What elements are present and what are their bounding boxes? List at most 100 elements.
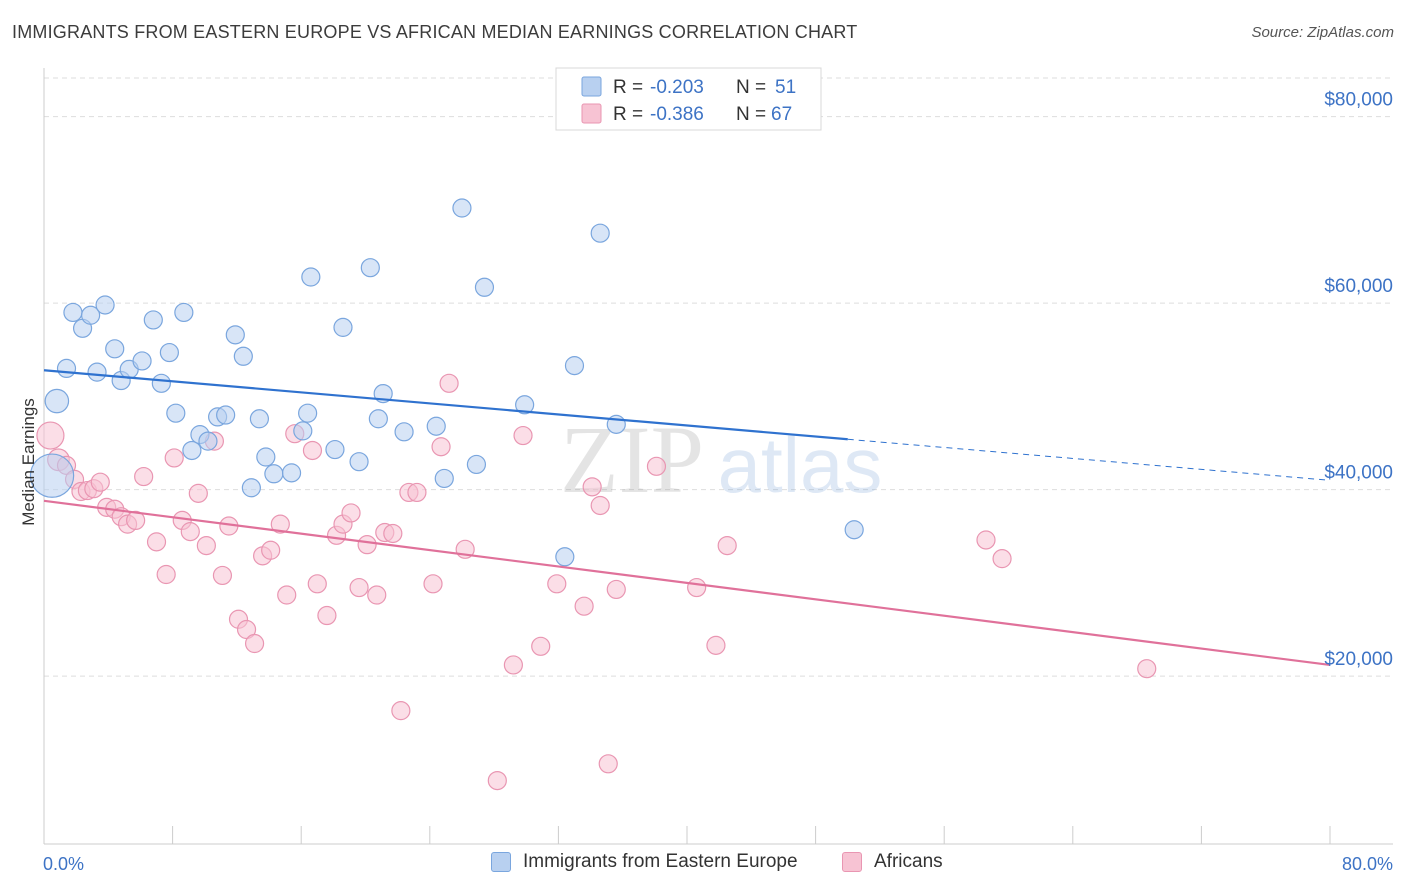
correlation-legend: R = -0.203 N = 51 R = -0.386 N = 67	[555, 67, 822, 131]
data-point	[426, 416, 446, 436]
data-point	[515, 395, 535, 415]
data-point	[357, 535, 377, 555]
data-point	[277, 585, 297, 605]
data-point	[143, 310, 163, 330]
legend-label-africans: Africans	[874, 851, 943, 872]
data-point	[188, 483, 208, 503]
data-point	[598, 754, 618, 774]
data-point	[333, 317, 353, 337]
data-point	[349, 577, 369, 598]
data-point	[293, 421, 313, 441]
data-point	[36, 421, 65, 450]
data-point	[56, 358, 77, 379]
legend-swatch-blue	[581, 76, 602, 97]
data-point	[394, 422, 414, 442]
data-point	[180, 522, 200, 542]
data-point	[503, 655, 523, 675]
data-point	[146, 532, 167, 552]
data-point	[174, 302, 194, 323]
x-tick-label-min: 0.0%	[43, 854, 84, 874]
legend-label-eastern-europe: Immigrants from Eastern Europe	[523, 851, 798, 872]
y-axis-title: Median Earnings	[19, 398, 38, 526]
data-point	[105, 339, 125, 359]
y-tick-label: $60,000	[1324, 276, 1393, 297]
data-point	[212, 565, 233, 586]
data-point	[270, 514, 290, 534]
data-point	[574, 596, 594, 616]
legend-item-eastern-europe[interactable]: Immigrants from Eastern Europe	[491, 851, 798, 873]
data-point	[687, 577, 707, 598]
data-point	[151, 373, 171, 393]
data-point	[555, 547, 575, 567]
data-point	[164, 448, 184, 468]
data-point	[367, 585, 387, 605]
data-point	[261, 540, 281, 560]
legend-r-label-2: R =	[613, 104, 643, 125]
data-point	[325, 439, 345, 460]
data-point	[466, 454, 487, 475]
legend-r-value-2: -0.386	[650, 104, 704, 125]
legend-n-value-2: 67	[771, 104, 792, 125]
data-point	[368, 409, 388, 429]
data-point	[431, 437, 451, 457]
data-point	[590, 223, 610, 243]
series-legend: Immigrants from Eastern Europe Africans	[0, 851, 1406, 879]
data-point	[225, 325, 245, 345]
data-point	[126, 510, 146, 531]
y-tick-label: $40,000	[1324, 463, 1393, 484]
data-point	[992, 549, 1012, 569]
trend-line-eastern-europe	[43, 369, 848, 441]
data-point	[196, 535, 216, 556]
data-point	[132, 351, 152, 371]
legend-swatch-africans	[842, 852, 862, 872]
africans-points	[36, 373, 1157, 791]
legend-n-label-1: N =	[736, 77, 766, 98]
eastern-europe-points	[29, 198, 864, 567]
data-point	[90, 472, 110, 492]
data-point	[81, 305, 101, 325]
data-point	[1137, 659, 1157, 679]
data-point	[95, 295, 115, 315]
y-tick-labels: $20,000 $40,000 $60,000 $80,000	[1324, 90, 1393, 671]
y-tick-label: $20,000	[1324, 649, 1393, 670]
legend-r-value-1: -0.203	[650, 77, 704, 98]
data-point	[341, 503, 361, 523]
data-point	[198, 431, 218, 451]
data-point	[29, 453, 75, 498]
data-point	[233, 346, 253, 366]
data-point	[513, 425, 533, 446]
data-point	[307, 574, 327, 594]
data-point	[646, 456, 667, 476]
data-point	[317, 605, 337, 626]
data-point	[474, 277, 495, 297]
trend-line-eastern-europe-extension	[847, 438, 1331, 481]
data-point	[434, 468, 454, 489]
data-point	[706, 635, 726, 655]
legend-r-label-1: R =	[613, 77, 643, 98]
legend-swatch-pink	[581, 103, 602, 124]
data-point	[166, 403, 186, 423]
data-point	[182, 440, 202, 461]
chart-title: IMMIGRANTS FROM EASTERN EUROPE VS AFRICA…	[12, 22, 858, 42]
data-point	[407, 482, 427, 503]
data-point	[349, 452, 369, 472]
data-point	[976, 530, 996, 550]
data-point	[452, 198, 472, 218]
legend-n-value-1: 51	[775, 77, 796, 98]
data-point	[360, 258, 380, 278]
legend-swatch-eastern-europe	[491, 852, 511, 872]
data-point	[302, 440, 323, 461]
data-point	[241, 478, 261, 498]
data-point	[423, 574, 443, 594]
trend-lines	[43, 369, 1331, 667]
data-point	[156, 564, 176, 585]
data-point	[582, 477, 602, 497]
data-point	[391, 701, 411, 721]
y-tick-label: $80,000	[1324, 90, 1393, 111]
data-point	[590, 495, 610, 516]
data-point	[564, 356, 585, 376]
legend-item-africans[interactable]: Africans	[842, 851, 943, 873]
data-point	[439, 373, 459, 393]
data-point	[87, 362, 107, 382]
